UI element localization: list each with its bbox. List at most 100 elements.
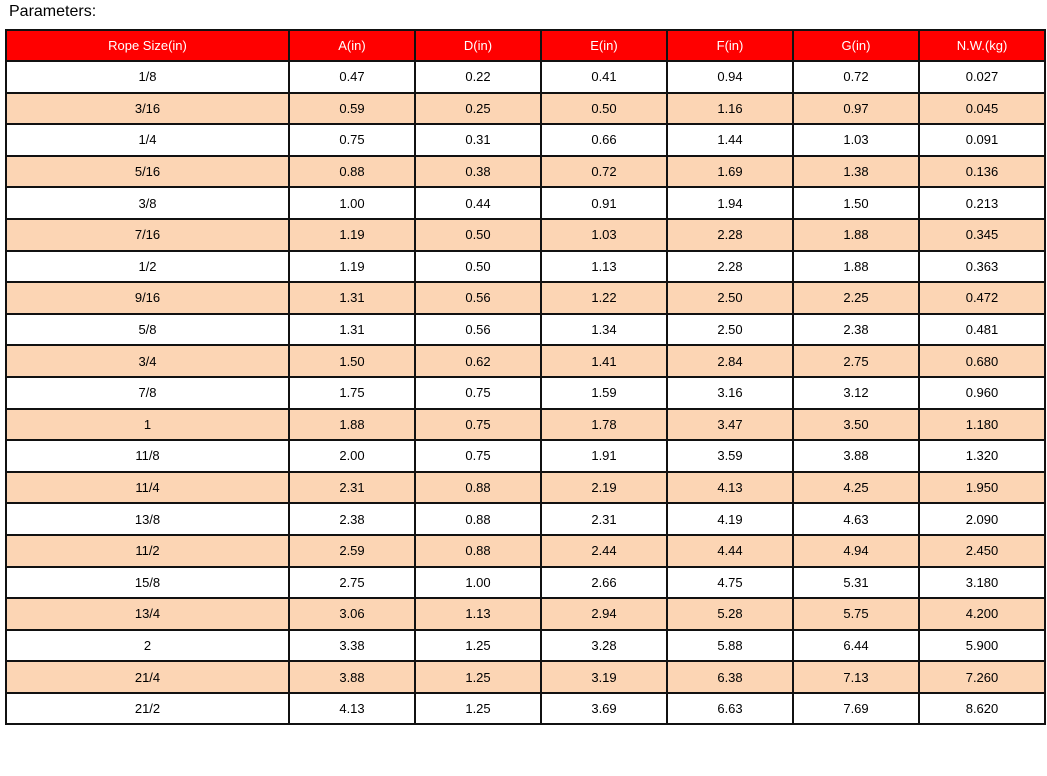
table-cell: 0.88: [414, 533, 542, 568]
table-cell: 1.22: [540, 281, 668, 315]
table-cell: 13/4: [5, 597, 290, 631]
table-cell: 0.25: [414, 91, 542, 126]
table-cell: 1.25: [414, 628, 542, 663]
table-cell: 7/16: [5, 217, 290, 252]
table-cell: 5/16: [5, 154, 290, 189]
table-cell: 3.19: [540, 660, 668, 694]
table-cell: 0.88: [288, 154, 416, 189]
table-cell: 0.680: [918, 344, 1046, 378]
table-cell: 1.78: [540, 407, 668, 442]
table-cell: 0.50: [414, 249, 542, 284]
table-cell: 0.38: [414, 154, 542, 189]
table-cell: 1.88: [288, 407, 416, 442]
table-row: 11/4 2.31 0.88 2.19 4.13 4.25 1.950: [5, 470, 1046, 505]
table-cell: 1.44: [666, 123, 794, 157]
table-cell: 2.59: [288, 533, 416, 568]
table-cell: 0.75: [414, 375, 542, 410]
table-cell: 4.94: [792, 533, 920, 568]
table-cell: 2.00: [288, 439, 416, 473]
table-cell: 3.69: [540, 691, 668, 726]
table-cell: 1.00: [414, 565, 542, 600]
table-cell: 9/16: [5, 281, 290, 315]
table-cell: 4.25: [792, 470, 920, 505]
column-header: N.W.(kg): [918, 29, 1046, 62]
table-cell: 0.94: [666, 60, 794, 94]
table-cell: 2.28: [666, 217, 794, 252]
table-row: 15/8 2.75 1.00 2.66 4.75 5.31 3.180: [5, 565, 1046, 600]
table-cell: 2.28: [666, 249, 794, 284]
table-cell: 0.22: [414, 60, 542, 94]
table-cell: 5.75: [792, 597, 920, 631]
table-cell: 5.28: [666, 597, 794, 631]
table-cell: 5.900: [918, 628, 1046, 663]
table-cell: 3.16: [666, 375, 794, 410]
table-row: 3/8 1.00 0.44 0.91 1.94 1.50 0.213: [5, 186, 1046, 220]
table-cell: 1.91: [540, 439, 668, 473]
table-cell: 0.97: [792, 91, 920, 126]
column-header: A(in): [288, 29, 416, 62]
table-cell: 2.19: [540, 470, 668, 505]
table-row: 21/2 4.13 1.25 3.69 6.63 7.69 8.620: [5, 691, 1046, 726]
table-cell: 0.75: [414, 407, 542, 442]
table-row: 11/2 2.59 0.88 2.44 4.44 4.94 2.450: [5, 533, 1046, 568]
table-cell: 11/4: [5, 470, 290, 505]
table-cell: 7.260: [918, 660, 1046, 694]
table-row: 7/8 1.75 0.75 1.59 3.16 3.12 0.960: [5, 375, 1046, 410]
table-cell: 1.13: [540, 249, 668, 284]
table-cell: 0.62: [414, 344, 542, 378]
table-cell: 2.94: [540, 597, 668, 631]
table-cell: 1.19: [288, 249, 416, 284]
table-cell: 3.12: [792, 375, 920, 410]
table-cell: 3/16: [5, 91, 290, 126]
table-cell: 0.213: [918, 186, 1046, 220]
table-cell: 5.31: [792, 565, 920, 600]
table-cell: 2: [5, 628, 290, 663]
table-cell: 2.31: [540, 502, 668, 536]
table-cell: 4.75: [666, 565, 794, 600]
table-cell: 1/8: [5, 60, 290, 94]
table-cell: 0.44: [414, 186, 542, 220]
table-cell: 1: [5, 407, 290, 442]
table-cell: 0.31: [414, 123, 542, 157]
table-cell: 2.44: [540, 533, 668, 568]
table-row: 3/4 1.50 0.62 1.41 2.84 2.75 0.680: [5, 344, 1046, 378]
table-cell: 3.47: [666, 407, 794, 442]
table-cell: 2.38: [792, 312, 920, 347]
table-cell: 0.091: [918, 123, 1046, 157]
table-cell: 1.69: [666, 154, 794, 189]
table-cell: 3/8: [5, 186, 290, 220]
table-cell: 0.363: [918, 249, 1046, 284]
table-row: 2 3.38 1.25 3.28 5.88 6.44 5.900: [5, 628, 1046, 663]
table-cell: 3.59: [666, 439, 794, 473]
table-row: 3/16 0.59 0.25 0.50 1.16 0.97 0.045: [5, 91, 1046, 126]
table-cell: 3.180: [918, 565, 1046, 600]
table-cell: 3.28: [540, 628, 668, 663]
table-cell: 1.00: [288, 186, 416, 220]
table-cell: 11/8: [5, 439, 290, 473]
table-cell: 6.63: [666, 691, 794, 726]
column-header: F(in): [666, 29, 794, 62]
table-row: 5/8 1.31 0.56 1.34 2.50 2.38 0.481: [5, 312, 1046, 347]
column-header: Rope Size(in): [5, 29, 290, 62]
table-cell: 1.88: [792, 217, 920, 252]
table-cell: 2.84: [666, 344, 794, 378]
table-cell: 0.027: [918, 60, 1046, 94]
table-cell: 3.88: [288, 660, 416, 694]
table-row: 7/16 1.19 0.50 1.03 2.28 1.88 0.345: [5, 217, 1046, 252]
table-cell: 4.13: [666, 470, 794, 505]
table-cell: 0.41: [540, 60, 668, 94]
header-row: Rope Size(in) A(in) D(in) E(in) F(in) G(in) N.…: [5, 29, 1046, 62]
column-header: E(in): [540, 29, 668, 62]
table-cell: 1.03: [540, 217, 668, 252]
table-cell: 0.472: [918, 281, 1046, 315]
table-cell: 0.045: [918, 91, 1046, 126]
table-cell: 2.25: [792, 281, 920, 315]
column-header: G(in): [792, 29, 920, 62]
table-row: 1 1.88 0.75 1.78 3.47 3.50 1.180: [5, 407, 1046, 442]
table-cell: 2.450: [918, 533, 1046, 568]
table-row: 1/2 1.19 0.50 1.13 2.28 1.88 0.363: [5, 249, 1046, 284]
table-cell: 0.72: [792, 60, 920, 94]
table-cell: 0.91: [540, 186, 668, 220]
table-cell: 1.88: [792, 249, 920, 284]
table-cell: 1.59: [540, 375, 668, 410]
